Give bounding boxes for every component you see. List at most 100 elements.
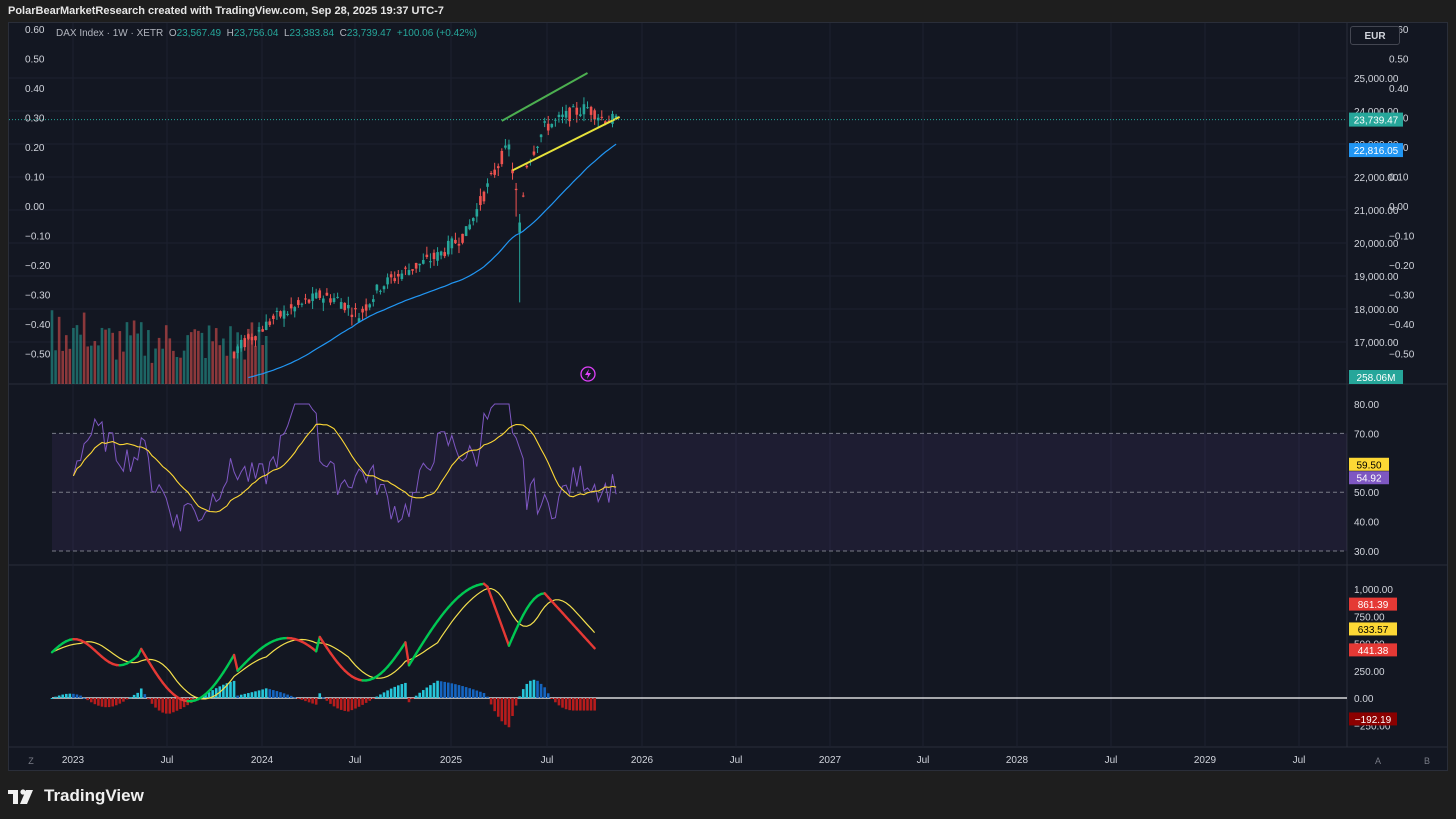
macd-histogram-bar [382,692,386,698]
macd-histogram-bar [82,697,86,699]
candle-body [564,110,568,118]
ma-value-tag-bg [1349,143,1403,158]
candle-body [339,302,343,309]
last-price-tag: 23,739.47 [1354,116,1399,127]
volume-bar [175,356,179,384]
macd-line-segment [493,605,500,618]
macd-histogram-bar [389,688,393,698]
candle-body [429,261,432,263]
volume-bar [139,322,143,384]
macd-histogram-bar [500,698,504,722]
volume-bar [225,355,229,384]
candle-body [454,239,457,244]
macd-histogram-bar [464,687,468,698]
macd-histogram-bar [386,690,389,698]
candle-body [514,188,518,191]
macd-histogram-bar [571,698,575,711]
left-scale-label: −0.40 [25,320,51,331]
price-tick-label: 24,000.00 [1354,107,1399,118]
candle-body [332,298,336,303]
macd-histogram-bar [536,680,539,698]
macd-histogram-bar [229,681,232,698]
right-scale-label: −0.30 [1389,291,1415,302]
macd-histogram-bar [232,680,236,698]
macd-line-segment [507,636,514,647]
macd-histogram-bar [557,698,561,706]
macd-histogram-bar [529,680,532,698]
candle-body [575,107,579,115]
candle-body [286,313,289,315]
candle-body [496,166,500,169]
volume-group [50,310,268,384]
macd-histogram-bar [139,688,143,698]
volume-bar [236,332,239,384]
candle-body [254,336,257,341]
volume-bar [68,348,72,384]
macd-histogram-bar [79,695,82,698]
chart-canvas[interactable]: 2023 Jul 2024 Jul 2025 Jul 2026 Jul 2027 Jul 2028 J… [9,23,1447,770]
macd-top-tag: 861.39 [1358,600,1389,611]
x-tick-label: Jul [730,755,743,766]
macd-histogram-bar [300,698,304,700]
candle-body [486,183,489,187]
candle-body [468,224,471,230]
volume-bar [154,348,157,384]
macd-histogram-bar [68,693,72,698]
macd-histogram-bar [575,698,579,711]
candle-body [347,304,350,309]
macd-histogram-bar [122,698,125,702]
volume-bar [93,341,97,384]
right-scale-label: −0.20 [1389,261,1415,272]
volume-bar [125,322,129,384]
macd-line-segment [514,620,521,631]
x-tick-label: 2027 [819,755,842,766]
x-tick-label: 2028 [1006,755,1029,766]
x-tick-label: Jul [541,755,554,766]
macd-histogram-bar [304,698,307,702]
candle-body [396,273,400,277]
left-scale-label: 0.10 [25,173,45,184]
macd-histogram-bar [404,682,407,698]
volume-bar [82,312,86,384]
candle-body [425,254,429,258]
right-scale-label: 0.00 [1389,202,1409,213]
macd-line-segment [589,643,596,650]
candle-body [500,150,504,165]
macd-histogram-bar [525,683,529,698]
low-label: L [283,28,290,39]
signal-tag-bg [1349,622,1397,636]
macd-histogram-bar [222,684,225,698]
macd-histogram-bar [57,695,61,698]
volume-bar [100,327,104,384]
candle-body [536,146,539,148]
macd-histogram-bar [268,689,272,698]
macd-histogram-bar [454,684,457,698]
macd-histogram-bar [293,697,297,699]
volume-bar [50,310,54,384]
macd-histogram-bar [350,698,354,711]
macd-histogram-bar [586,698,589,711]
macd-histogram-bar [414,695,418,698]
macd-histogram-bar [239,694,243,698]
macd-line-segment [518,613,525,624]
currency-button[interactable]: EUR [1350,26,1400,45]
tradingview-logo[interactable]: TradingView [8,786,144,806]
macd-line-segment [404,641,411,667]
candle-body [511,169,514,174]
close-label: C [339,28,347,39]
candle-body [539,134,543,138]
macd-histogram-bar [593,698,596,711]
macd-histogram-bar [168,698,172,714]
macd-histogram-bar [125,698,129,700]
macd-histogram-bar [207,692,211,698]
candle-body [450,238,454,249]
volume-bar [182,350,186,384]
volume-bar [264,335,268,384]
rsi-ma-line [72,423,617,513]
macd-line-segment [314,635,321,653]
candle-body [375,284,379,291]
chart-frame[interactable]: 2023 Jul 2024 Jul 2025 Jul 2026 Jul 2027 Jul 2028 J… [8,22,1448,771]
volume-bar [250,322,254,384]
volume-bar [168,338,172,384]
macd-histogram-bar [61,694,65,698]
